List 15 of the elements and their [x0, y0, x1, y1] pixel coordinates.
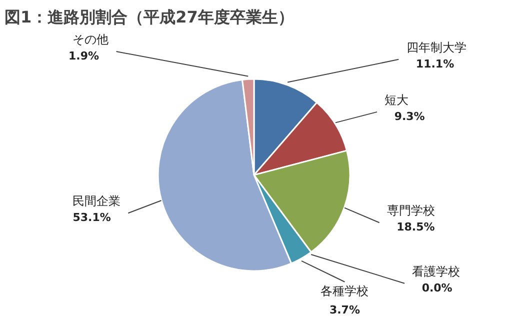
slice-label: その他 [72, 32, 109, 47]
category-label: 看護学校 [412, 264, 460, 278]
data-label: 1.9% [68, 50, 100, 63]
slice-label: 四年制大学 [406, 40, 466, 54]
data-label: 18.5% [396, 220, 435, 234]
slice-label: 専門学校 [386, 204, 435, 218]
data-label: 53.1% [72, 211, 111, 224]
slice-label: 各種学校 [320, 284, 369, 298]
slice-label: 民間企業 [72, 194, 120, 208]
data-label: 3.7% [329, 304, 360, 317]
text: 0.0% [422, 281, 452, 294]
data-label: 11.1% [416, 57, 454, 70]
data-label: 9.3% [394, 110, 425, 123]
chart-title: 図1：進路別割合（平成27年度卒業生） [4, 8, 294, 26]
slice-label: 短大 [384, 93, 409, 108]
